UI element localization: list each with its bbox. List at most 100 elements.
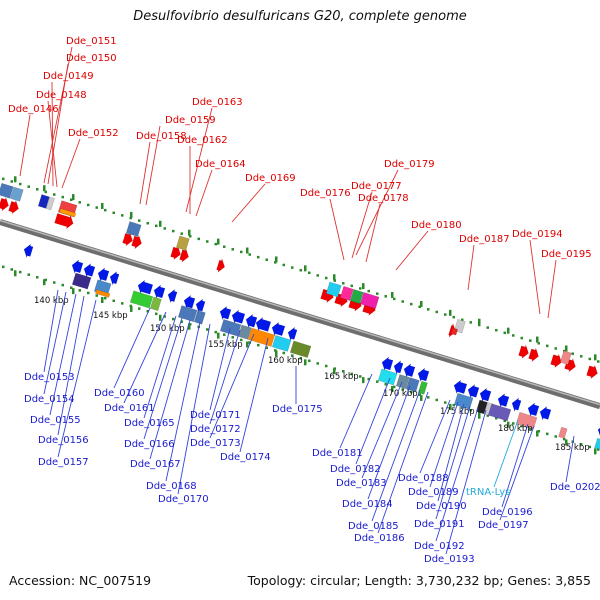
reverse-gene-arrow [109, 270, 120, 286]
ring-dot [469, 321, 472, 324]
ring-dot [342, 281, 345, 285]
gene-label-bottom: Dde_0182 [330, 464, 381, 475]
ring-dot [146, 221, 149, 225]
ring-tick [188, 229, 191, 236]
ring-dot [486, 414, 489, 417]
label-leader [355, 377, 391, 465]
gene-label-bottom: Dde_0188 [398, 473, 449, 484]
ring-dot [503, 419, 506, 423]
ring-dot [19, 182, 22, 186]
ring-dot [27, 185, 30, 188]
gene-label-bottom: Dde_0170 [158, 494, 209, 505]
label-leader [435, 407, 479, 542]
ring-tick [478, 412, 481, 419]
label-leader [339, 373, 373, 449]
gene-block [129, 290, 154, 309]
ring-dot [95, 206, 98, 209]
label-leader [57, 299, 97, 458]
gene-label-bottom: Dde_0154 [24, 394, 75, 405]
feature-tracks [0, 176, 600, 455]
ring-tick [565, 439, 568, 446]
ring-dot [342, 369, 345, 373]
ring-tick [72, 288, 75, 295]
ring-dot [138, 219, 141, 222]
gene-label-bottom: Dde_0202 [550, 482, 600, 493]
label-leader [113, 307, 151, 389]
forward-gene-arrow [170, 245, 181, 261]
reverse-gene-arrow [219, 305, 232, 321]
forward-gene-arrow [131, 234, 142, 250]
gene-label-bottom: Dde_0166 [124, 439, 175, 450]
forward-gene-arrow [8, 199, 19, 215]
ring-dot [95, 294, 98, 297]
ring-dot [299, 356, 302, 360]
ring-dot [36, 188, 39, 191]
reverse-gene-arrow [393, 360, 404, 375]
ring-dot [461, 406, 464, 410]
ring-tick [420, 300, 423, 307]
gene-label-top: Dde_0146 [8, 104, 59, 115]
ring-tick [304, 265, 307, 272]
ring-dot [138, 307, 141, 310]
forward-gene-arrow [0, 196, 9, 212]
gene-block [177, 305, 198, 323]
forward-gene-arrow [528, 347, 539, 363]
ring-dot [44, 278, 47, 282]
label-leader [367, 385, 411, 500]
ring-dot [367, 377, 370, 381]
reverse-gene-arrow [539, 405, 552, 421]
ring-tick [391, 292, 394, 299]
gene-block [594, 437, 600, 450]
ring-dot [206, 240, 209, 243]
ring-dot [495, 416, 498, 420]
label-leader [377, 391, 429, 534]
label-leader [395, 230, 429, 271]
reverse-gene-arrow [71, 259, 84, 275]
ring-dot [223, 333, 226, 336]
gene-label-bottom: Dde_0171 [190, 410, 241, 421]
gene-label-top: Dde_0149 [43, 71, 94, 82]
gene-label-top: Dde_0180 [411, 220, 462, 231]
reverse-gene-arrow [23, 243, 34, 259]
ring-dot [78, 289, 81, 292]
ring-tick [478, 318, 481, 325]
reverse-gene-arrow [287, 326, 298, 342]
ring-dot [121, 214, 124, 217]
gene-block [515, 411, 538, 430]
gene-block [59, 208, 77, 218]
ring-tick [217, 332, 220, 339]
label-leader [139, 141, 151, 205]
ring-dot [44, 190, 47, 194]
ring-dot [410, 302, 413, 306]
ring-dot [61, 195, 64, 199]
scale-label: 175 kbp [440, 407, 475, 417]
label-leader [239, 337, 269, 453]
label-leader [195, 169, 213, 217]
ring-dot [87, 291, 90, 295]
label-leader [19, 114, 31, 177]
ring-dot [282, 351, 285, 355]
gene-label-top: Dde_0187 [459, 234, 510, 245]
gene-block [417, 380, 428, 395]
genome-summary-text: Topology: circular; Length: 3,730,232 bp… [247, 573, 591, 588]
gene-label-bottom: Dde_0186 [354, 533, 405, 544]
reverse-gene-arrow [153, 284, 166, 300]
ring-dot [129, 216, 132, 220]
gene-block [71, 272, 92, 290]
ring-tick [449, 403, 452, 410]
gene-label-bottom: Dde_0174 [220, 452, 271, 463]
gene-block [395, 374, 410, 390]
ring-dot [197, 237, 200, 241]
label-leader [565, 435, 575, 483]
label-leader [493, 419, 519, 488]
label-leader [49, 293, 77, 416]
accession-text: Accession: NC_007519 [9, 573, 152, 588]
ring-dot [444, 401, 447, 404]
gene-label-top: Dde_0169 [245, 173, 296, 184]
gene-label-top: Dde_0179 [384, 159, 435, 170]
ring-dot [265, 258, 268, 262]
gene-label-bottom: Dde_0156 [38, 435, 89, 446]
label-leader [149, 319, 191, 460]
ring-tick [507, 421, 510, 428]
label-leader [209, 329, 241, 425]
